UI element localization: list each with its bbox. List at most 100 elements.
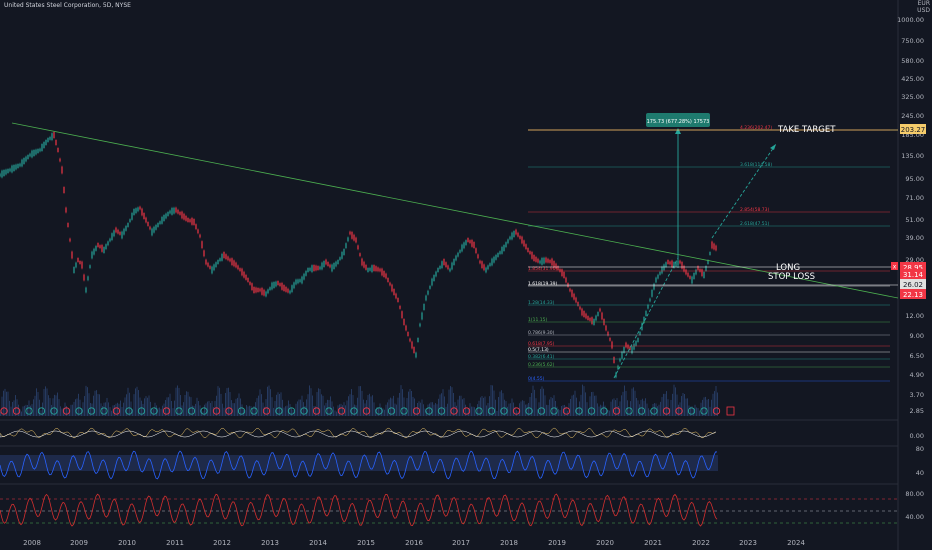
earnings-marker[interactable] — [275, 407, 283, 415]
earnings-marker[interactable] — [262, 407, 271, 415]
earnings-marker[interactable] — [662, 407, 671, 415]
candle-body — [229, 258, 231, 262]
currency-label[interactable]: EUR USD — [917, 0, 930, 14]
earnings-marker[interactable] — [137, 407, 146, 415]
earnings-marker[interactable] — [150, 407, 158, 415]
earnings-marker[interactable] — [300, 407, 308, 415]
volume-bar — [430, 402, 432, 416]
candle-body — [637, 338, 639, 342]
volume-bar — [373, 402, 375, 416]
earnings-marker[interactable] — [225, 407, 233, 415]
earnings-marker[interactable] — [100, 407, 108, 415]
earnings-marker[interactable] — [600, 407, 608, 415]
earnings-marker[interactable] — [575, 407, 583, 415]
earnings-marker[interactable] — [25, 407, 33, 415]
fib-label: 2.618(47.51) — [740, 221, 770, 227]
dividend-marker[interactable] — [726, 406, 735, 416]
earnings-marker[interactable] — [625, 407, 633, 415]
candle-body — [255, 287, 257, 293]
volume-bar — [124, 397, 126, 416]
price-tag[interactable] — [900, 269, 926, 279]
price-axis[interactable]: 1000.00 750.00 580.00 425.00 325.00 245.00 185… — [897, 16, 924, 415]
earnings-marker[interactable] — [525, 407, 533, 415]
earnings-marker[interactable] — [312, 407, 321, 415]
earnings-marker[interactable] — [500, 407, 508, 415]
earnings-marker[interactable] — [550, 407, 558, 415]
earnings-marker[interactable] — [650, 407, 658, 415]
earnings-marker[interactable] — [212, 407, 221, 415]
candle-body — [27, 155, 29, 159]
up-trendline[interactable] — [613, 257, 679, 379]
earnings-marker[interactable] — [375, 407, 383, 415]
earnings-marker[interactable] — [587, 407, 596, 415]
earnings-marker[interactable] — [512, 407, 521, 415]
volume-bar — [490, 385, 492, 416]
earnings-marker[interactable] — [87, 407, 96, 415]
earnings-marker[interactable] — [362, 407, 371, 415]
earnings-marker[interactable] — [637, 407, 646, 415]
price-tag[interactable] — [900, 262, 926, 272]
earnings-marker[interactable] — [350, 407, 358, 415]
earnings-marker[interactable] — [0, 407, 8, 415]
earnings-marker[interactable] — [250, 407, 258, 415]
candle-body — [145, 217, 147, 223]
price-tag[interactable] — [900, 289, 926, 299]
earnings-marker[interactable] — [450, 407, 458, 415]
volume-bar — [480, 397, 481, 416]
earnings-marker[interactable] — [237, 407, 246, 415]
earnings-marker[interactable] — [187, 407, 196, 415]
earnings-marker[interactable] — [400, 407, 408, 415]
earnings-marker[interactable] — [562, 407, 571, 415]
volume-bar — [603, 401, 604, 416]
volume-bar — [261, 394, 262, 416]
time-axis[interactable]: 2008 2009 2010 2011 2012 2013 2014 2015 2016 2017… — [23, 432, 924, 547]
earnings-marker[interactable] — [412, 407, 421, 415]
long-term-trendline[interactable] — [11, 122, 899, 299]
fib-extension[interactable]: 4.236(202.47) 3.618(114.58) 2.854(58.73) 2.… — [528, 125, 890, 382]
candle-body — [313, 265, 315, 271]
candle-body — [115, 227, 117, 233]
volume-bar — [445, 406, 447, 416]
earnings-marker[interactable] — [462, 407, 471, 415]
volume-bar — [394, 403, 396, 416]
earnings-markers[interactable] — [0, 406, 735, 416]
projection-line[interactable] — [711, 143, 777, 239]
earnings-marker[interactable] — [487, 407, 496, 415]
volume-bar — [237, 397, 238, 416]
earnings-marker[interactable] — [437, 407, 446, 415]
earnings-marker[interactable] — [37, 407, 46, 415]
earnings-marker[interactable] — [612, 407, 621, 415]
earnings-marker[interactable] — [175, 407, 183, 415]
volume-bar — [360, 386, 361, 416]
price-tag[interactable] — [900, 279, 926, 289]
earnings-marker[interactable] — [200, 407, 208, 415]
earnings-marker[interactable] — [162, 407, 171, 415]
candle-body — [587, 316, 589, 320]
earnings-marker[interactable] — [325, 407, 333, 415]
volume-bar — [303, 402, 304, 416]
earnings-marker[interactable] — [687, 407, 696, 415]
earnings-marker[interactable] — [712, 407, 721, 415]
earnings-marker[interactable] — [537, 407, 546, 415]
earnings-marker[interactable] — [112, 407, 121, 415]
earnings-marker[interactable] — [675, 407, 683, 415]
earnings-marker[interactable] — [337, 407, 346, 415]
earnings-marker[interactable] — [287, 407, 296, 415]
earnings-marker[interactable] — [75, 407, 83, 415]
volume-bar — [496, 411, 498, 416]
earnings-marker[interactable] — [700, 407, 708, 415]
earnings-marker[interactable] — [50, 407, 58, 415]
earnings-marker[interactable] — [425, 407, 433, 415]
close-tag-marker[interactable] — [891, 262, 898, 270]
volume-bar — [688, 405, 690, 416]
earnings-marker[interactable] — [62, 407, 71, 415]
earnings-marker[interactable] — [125, 407, 133, 415]
volume-bar — [459, 395, 460, 416]
earnings-marker[interactable] — [387, 407, 396, 415]
earnings-marker[interactable] — [475, 407, 483, 415]
earnings-marker[interactable] — [12, 407, 21, 415]
price-tag[interactable] — [900, 124, 926, 134]
candle-body — [51, 133, 53, 141]
